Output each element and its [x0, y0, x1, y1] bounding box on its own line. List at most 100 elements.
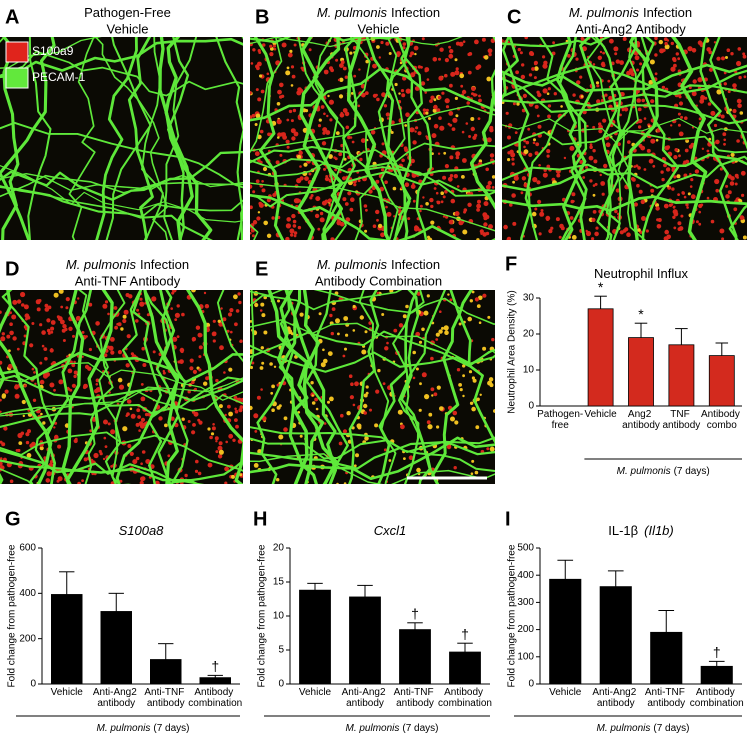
cell	[299, 176, 304, 181]
cell	[609, 38, 614, 44]
chart-letter: G	[5, 508, 21, 530]
cell	[713, 41, 717, 44]
cell	[631, 177, 636, 182]
cell	[0, 360, 3, 365]
cell	[732, 108, 737, 114]
cell	[207, 427, 211, 431]
cell	[233, 294, 238, 300]
y-tick-label: 500	[517, 543, 534, 554]
cell	[263, 330, 268, 335]
cell	[325, 175, 329, 178]
cell	[431, 394, 434, 397]
cell	[552, 41, 555, 45]
cell	[454, 211, 460, 217]
cell	[477, 199, 481, 204]
cell	[456, 368, 461, 372]
cell	[333, 156, 336, 159]
cell	[444, 98, 450, 104]
cell	[113, 306, 118, 310]
cell	[321, 141, 327, 146]
cell	[719, 167, 724, 171]
cell	[677, 112, 681, 116]
cell	[318, 312, 322, 316]
cell	[489, 128, 494, 133]
cell	[430, 204, 434, 209]
cell	[257, 97, 262, 102]
cell	[488, 224, 493, 230]
cell	[476, 203, 481, 209]
cell	[372, 93, 377, 98]
cell	[579, 75, 583, 79]
cell	[62, 339, 66, 342]
cell	[546, 164, 551, 169]
cell	[663, 236, 669, 240]
cell	[261, 313, 266, 318]
cell	[27, 429, 31, 434]
cell	[372, 224, 377, 228]
cell	[119, 479, 123, 483]
cell	[648, 158, 654, 164]
texture	[0, 37, 243, 240]
cell	[410, 72, 416, 78]
cell	[525, 140, 530, 145]
vessel	[250, 182, 495, 232]
x-tick-label: Vehicle	[549, 687, 582, 698]
group-italic: M. pulmonis	[617, 466, 671, 477]
cell	[436, 200, 439, 203]
cell	[486, 447, 490, 451]
cell	[315, 215, 319, 218]
cell	[474, 39, 479, 45]
cell	[135, 456, 140, 461]
cell	[453, 174, 458, 179]
cell	[324, 176, 330, 182]
cell	[654, 37, 658, 41]
cell	[444, 58, 449, 63]
cell	[323, 358, 328, 364]
cell	[75, 315, 81, 321]
cell	[110, 337, 115, 342]
x-tick-label: Anti-Ang2 antibody	[93, 687, 140, 709]
cell	[44, 307, 50, 312]
x-tick-label: Anti-Ang2 antibody	[342, 687, 389, 709]
micrograph	[0, 37, 243, 240]
cell	[217, 319, 221, 323]
vessel	[250, 37, 463, 48]
cell	[476, 208, 480, 212]
cell	[719, 228, 725, 234]
cell	[511, 157, 515, 161]
cell	[44, 303, 49, 308]
cell	[453, 466, 457, 470]
vessel	[0, 37, 243, 79]
cell	[415, 126, 419, 130]
y-tick-label: 5	[278, 645, 284, 656]
cell	[0, 461, 3, 467]
cell	[277, 89, 282, 95]
cell	[14, 393, 20, 399]
cell	[421, 37, 425, 41]
group-italic: M. pulmonis	[596, 723, 650, 734]
cell	[172, 336, 178, 342]
cell	[636, 89, 640, 94]
cell	[511, 162, 515, 166]
cell	[9, 322, 13, 327]
cell	[224, 466, 230, 472]
cell	[3, 426, 8, 431]
cell	[347, 135, 351, 140]
cell	[254, 430, 258, 433]
cell	[277, 299, 280, 303]
cell	[455, 67, 459, 71]
cell	[1, 332, 5, 336]
cell	[215, 450, 219, 454]
cell	[424, 394, 430, 400]
cell	[636, 183, 640, 188]
cell	[542, 172, 548, 178]
cell	[585, 230, 592, 237]
cell	[344, 347, 347, 351]
y-tick-label: 20	[273, 543, 285, 554]
cell	[392, 186, 397, 191]
cell	[520, 74, 526, 80]
cell	[383, 448, 387, 452]
cell	[743, 75, 747, 79]
y-tick-label: 20	[523, 329, 535, 340]
cell	[652, 164, 656, 168]
